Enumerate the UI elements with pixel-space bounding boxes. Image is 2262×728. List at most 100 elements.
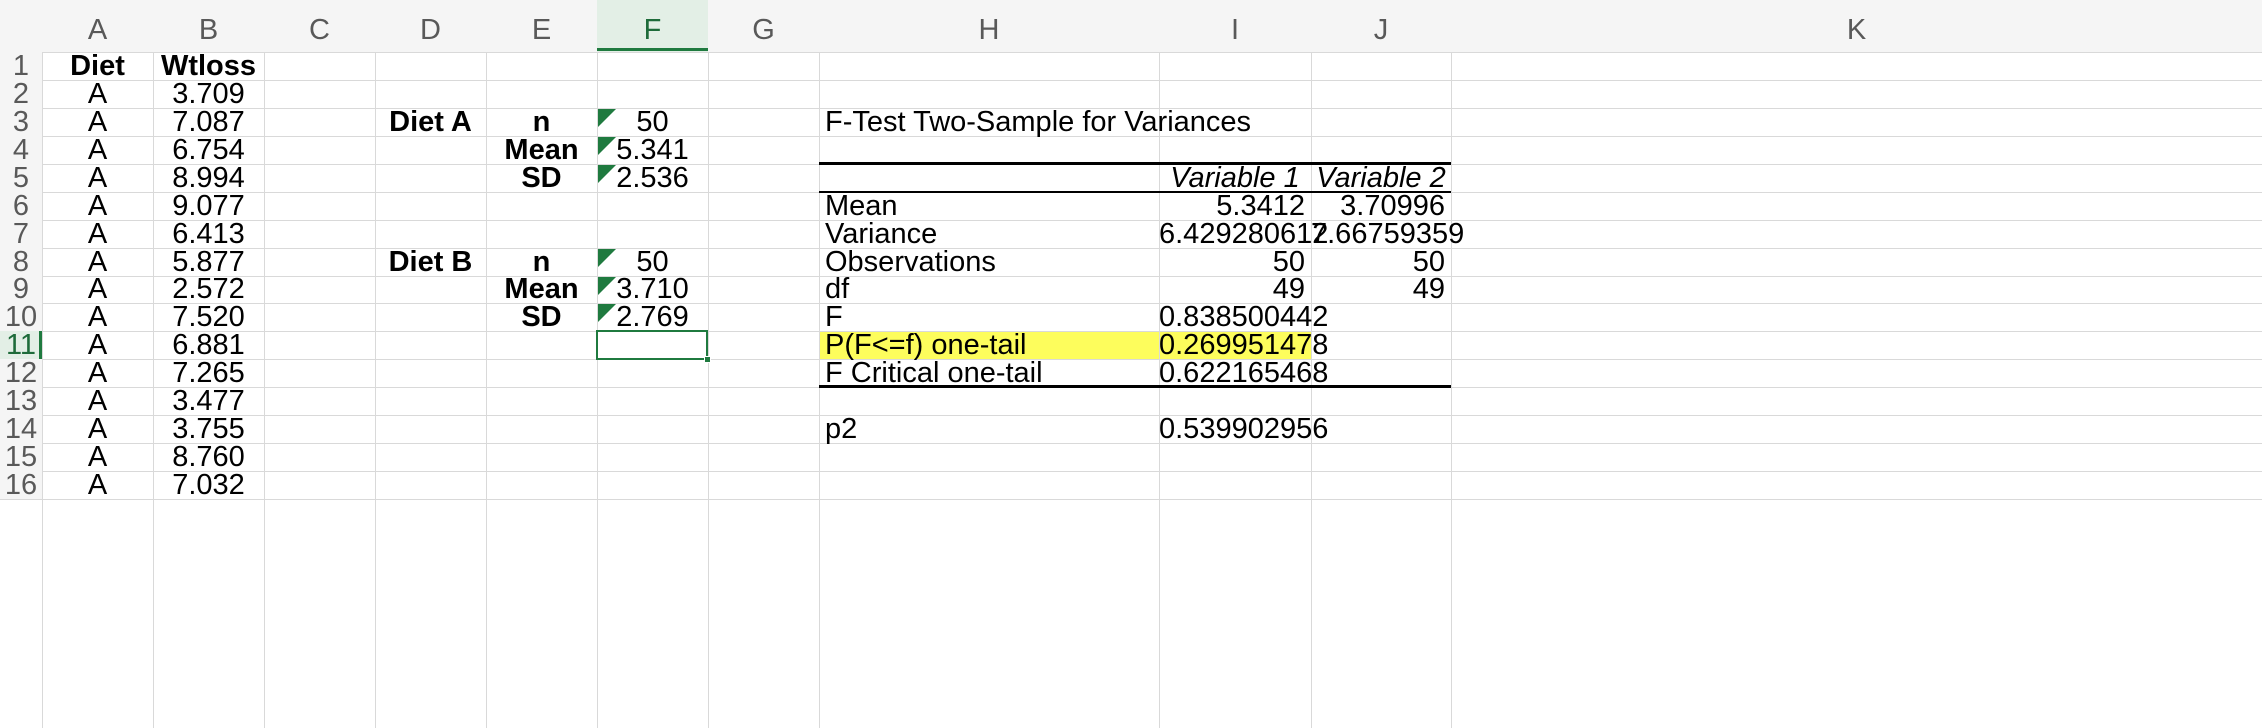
row-header-6[interactable]: 6 (0, 192, 42, 221)
cell-a4[interactable]: A (87, 134, 108, 166)
fill-handle[interactable] (704, 356, 711, 363)
ftest-row-v2[interactable]: 50 (1412, 246, 1445, 278)
row-header-7[interactable]: 7 (0, 220, 42, 249)
cell-b15[interactable]: 8.760 (172, 441, 245, 473)
row-header-4[interactable]: 4 (0, 136, 42, 165)
ftest-row-v2[interactable]: 7.66759359 (1311, 218, 1465, 250)
cell-sd-value[interactable]: 2.536 (616, 162, 689, 194)
row-header-3[interactable]: 3 (0, 108, 42, 137)
column-header-h[interactable]: H (819, 0, 1159, 52)
cell-sd-value[interactable]: 2.769 (616, 301, 689, 333)
row-header-8[interactable]: 8 (0, 248, 42, 277)
column-header-g[interactable]: G (708, 0, 819, 52)
cell-b13[interactable]: 3.477 (172, 385, 245, 417)
row-header-13[interactable]: 13 (0, 387, 42, 416)
cell-b7[interactable]: 6.413 (172, 218, 245, 250)
cell-b6[interactable]: 9.077 (172, 190, 245, 222)
cell-b12[interactable]: 7.265 (172, 357, 245, 389)
cell-a2[interactable]: A (87, 78, 108, 110)
ftest-row-label[interactable]: P(F<=f) one-tail (825, 329, 1027, 361)
ftest-row-v1[interactable]: 0.269951478 (1159, 329, 1329, 361)
ftest-var2-header[interactable]: Variable 2 (1316, 162, 1446, 194)
cell-a11[interactable]: A (87, 329, 108, 361)
row-header-5[interactable]: 5 (0, 164, 42, 193)
cell-n-label[interactable]: n (532, 106, 551, 138)
ftest-row-v1[interactable]: 49 (1272, 273, 1305, 305)
cell-n-label[interactable]: n (532, 246, 551, 278)
ftest-row-v1[interactable]: 6.429280612 (1159, 218, 1329, 250)
cell-b16[interactable]: 7.032 (172, 469, 245, 501)
cell-sd-label[interactable]: SD (521, 301, 562, 333)
cell-b11[interactable]: 6.881 (172, 329, 245, 361)
cell-mean-label[interactable]: Mean (504, 134, 579, 166)
cell-a15[interactable]: A (87, 441, 108, 473)
ftest-row-v2[interactable] (1311, 303, 1451, 331)
row-header-9[interactable]: 9 (0, 275, 42, 304)
corner-select-all[interactable] (0, 0, 42, 52)
row-header-12[interactable]: 12 (0, 359, 42, 388)
p2-label[interactable]: p2 (825, 413, 858, 445)
cell-a14[interactable]: A (87, 413, 108, 445)
cell-mean-value[interactable]: 5.341 (616, 134, 689, 166)
column-header-c[interactable]: C (264, 0, 375, 52)
ftest-row-v2[interactable]: 49 (1412, 273, 1445, 305)
row-header-10[interactable]: 10 (0, 303, 42, 332)
cell-a6[interactable]: A (87, 190, 108, 222)
cell-b10[interactable]: 7.520 (172, 301, 245, 333)
cell-b8[interactable]: 5.877 (172, 246, 245, 278)
column-header-f[interactable]: F (597, 0, 708, 52)
cell-b14[interactable]: 3.755 (172, 413, 245, 445)
cell-a8[interactable]: A (87, 246, 108, 278)
cell-a13[interactable]: A (87, 385, 108, 417)
p2-value[interactable]: 0.539902956 (1159, 413, 1329, 445)
cell-diet-label[interactable]: Diet B (388, 246, 473, 278)
ftest-row-v2[interactable] (1311, 359, 1451, 387)
ftest-row-v2[interactable] (1311, 331, 1451, 359)
ftest-row-label[interactable]: Mean (825, 190, 898, 222)
ftest-row-v1[interactable]: 50 (1272, 246, 1305, 278)
cell-b1[interactable]: Wtloss (160, 50, 257, 82)
cell-a3[interactable]: A (87, 106, 108, 138)
ftest-var1-header[interactable]: Variable 1 (1170, 162, 1300, 194)
row-header-14[interactable]: 14 (0, 415, 42, 444)
cell-mean-label[interactable]: Mean (504, 273, 579, 305)
ftest-row-label[interactable]: df (825, 273, 850, 305)
cell-mean-value[interactable]: 3.710 (616, 273, 689, 305)
row-header-15[interactable]: 15 (0, 443, 42, 472)
column-header-e[interactable]: E (486, 0, 597, 52)
ftest-row-v1[interactable]: 5.3412 (1216, 190, 1305, 222)
ftest-row-label[interactable]: Variance (825, 218, 938, 250)
row-header-11[interactable]: 11 (0, 331, 42, 360)
column-header-d[interactable]: D (375, 0, 486, 52)
column-header-j[interactable]: J (1311, 0, 1451, 52)
cell-a1[interactable]: Diet (70, 50, 125, 82)
cell-a16[interactable]: A (87, 469, 108, 501)
cell-diet-label[interactable]: Diet A (389, 106, 472, 138)
column-header-i[interactable]: I (1159, 0, 1311, 52)
cell-b4[interactable]: 6.754 (172, 134, 245, 166)
row-header-1[interactable]: 1 (0, 52, 42, 81)
cell-b3[interactable]: 7.087 (172, 106, 245, 138)
ftest-row-v1[interactable]: 0.622165468 (1159, 357, 1329, 389)
cell-a5[interactable]: A (87, 162, 108, 194)
ftest-row-label[interactable]: Observations (825, 246, 996, 278)
column-header-b[interactable]: B (153, 0, 264, 52)
cell-b9[interactable]: 2.572 (172, 273, 245, 305)
ftest-title[interactable]: F-Test Two-Sample for Variances (825, 106, 1252, 138)
cell-a7[interactable]: A (87, 218, 108, 250)
cell-n-value[interactable]: 50 (636, 246, 669, 278)
ftest-row-v2[interactable]: 3.70996 (1340, 190, 1445, 222)
ftest-row-v1[interactable]: 0.838500442 (1159, 301, 1329, 333)
ftest-row-label[interactable]: F (825, 301, 843, 333)
active-cell[interactable] (596, 330, 708, 360)
cell-b5[interactable]: 8.994 (172, 162, 245, 194)
ftest-row-label[interactable]: F Critical one-tail (825, 357, 1043, 389)
row-header-16[interactable]: 16 (0, 471, 42, 500)
cell-a9[interactable]: A (87, 273, 108, 305)
column-header-a[interactable]: A (42, 0, 153, 52)
cell-n-value[interactable]: 50 (636, 106, 669, 138)
cell-sd-label[interactable]: SD (521, 162, 562, 194)
cell-a10[interactable]: A (87, 301, 108, 333)
cell-a12[interactable]: A (87, 357, 108, 389)
